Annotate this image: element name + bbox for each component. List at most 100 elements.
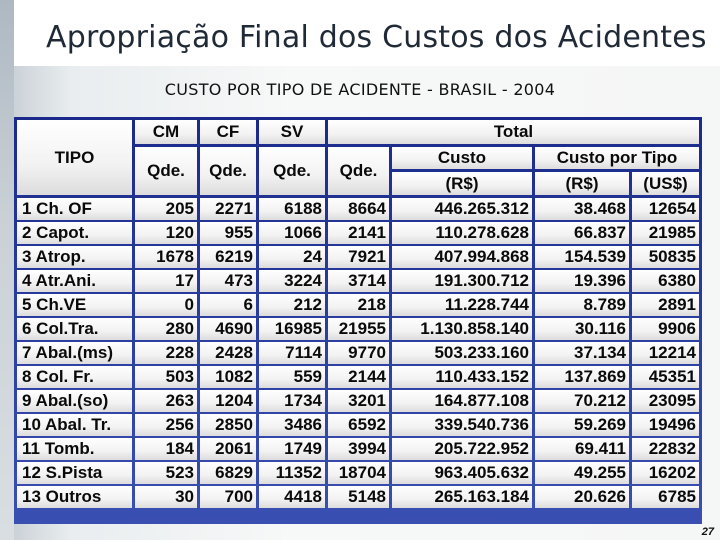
cell-sv: 1749 [259, 438, 325, 461]
cell-qde: 3994 [328, 438, 389, 461]
cell-qde: 3714 [328, 270, 389, 293]
cell-sv: 6188 [259, 198, 325, 221]
cell-cm: 120 [135, 222, 197, 245]
cell-cm: 30 [135, 486, 197, 509]
cell-sv: 11352 [259, 462, 325, 485]
cell-qde: 9770 [328, 342, 389, 365]
cell-cm: 280 [135, 318, 197, 341]
header-sv: SV [259, 120, 325, 144]
cell-cf: 6219 [200, 246, 256, 269]
header-total: Total [328, 120, 699, 144]
cell-cpt-rs: 38.468 [535, 198, 629, 221]
cell-cpt-us: 12214 [632, 342, 699, 365]
cell-cpt-us: 6380 [632, 270, 699, 293]
cell-qde: 2144 [328, 366, 389, 389]
cell-qde: 7921 [328, 246, 389, 269]
cost-table: TIPO CM CF SV Total Qde. Qde. Qde. Qde. … [14, 117, 702, 524]
cell-cpt-rs: 49.255 [535, 462, 629, 485]
cell-custo: 407.994.868 [392, 246, 532, 269]
cell-sv: 212 [259, 294, 325, 317]
cell-custo: 11.228.744 [392, 294, 532, 317]
cell-qde: 5148 [328, 486, 389, 509]
header-cf: CF [200, 120, 256, 144]
cell-cf: 6829 [200, 462, 256, 485]
cell-qde: 18704 [328, 462, 389, 485]
cell-cpt-us: 45351 [632, 366, 699, 389]
cell-cm: 1678 [135, 246, 197, 269]
cell-cpt-us: 16202 [632, 462, 699, 485]
cell-tipo: 13 Outros [17, 486, 132, 509]
cell-qde: 21955 [328, 318, 389, 341]
cell-cpt-us: 12654 [632, 198, 699, 221]
table-caption: CUSTO POR TIPO DE ACIDENTE - BRASIL - 20… [164, 80, 556, 99]
cell-cpt-rs: 69.411 [535, 438, 629, 461]
cell-cpt-rs: 66.837 [535, 222, 629, 245]
cell-custo: 110.278.628 [392, 222, 532, 245]
cell-cm: 256 [135, 414, 197, 437]
cell-qde: 2141 [328, 222, 389, 245]
cell-cm: 205 [135, 198, 197, 221]
cell-custo: 205.722.952 [392, 438, 532, 461]
header-qde-cm: Qde. [135, 147, 197, 195]
cell-cpt-us: 9906 [632, 318, 699, 341]
cell-cm: 523 [135, 462, 197, 485]
cell-tipo: 12 S.Pista [17, 462, 132, 485]
cell-sv: 24 [259, 246, 325, 269]
cell-custo: 503.233.160 [392, 342, 532, 365]
cell-tipo: 2 Capot. [17, 222, 132, 245]
cell-custo: 339.540.736 [392, 414, 532, 437]
decorative-left-strip [0, 0, 14, 540]
cell-cpt-rs: 19.396 [535, 270, 629, 293]
cell-cpt-rs: 37.134 [535, 342, 629, 365]
header-custo-unit: (R$) [392, 172, 532, 195]
header-custo: Custo [392, 147, 532, 169]
cell-cf: 2271 [200, 198, 256, 221]
cell-tipo: 11 Tomb. [17, 438, 132, 461]
cell-cpt-rs: 8.789 [535, 294, 629, 317]
header-qde-cf: Qde. [200, 147, 256, 195]
cell-cf: 4690 [200, 318, 256, 341]
cell-cpt-rs: 154.539 [535, 246, 629, 269]
cell-tipo: 8 Col. Fr. [17, 366, 132, 389]
cell-cm: 184 [135, 438, 197, 461]
header-tipo: TIPO [17, 120, 132, 195]
header-cpt-us: (US$) [632, 172, 699, 195]
cell-custo: 963.405.632 [392, 462, 532, 485]
cell-custo: 110.433.152 [392, 366, 532, 389]
cell-tipo: 4 Atr.Ani. [17, 270, 132, 293]
cell-cm: 263 [135, 390, 197, 413]
cell-tipo: 1 Ch. OF [17, 198, 132, 221]
cell-cpt-rs: 59.269 [535, 414, 629, 437]
cell-cpt-rs: 137.869 [535, 366, 629, 389]
cell-cpt-us: 21985 [632, 222, 699, 245]
cell-tipo: 5 Ch.VE [17, 294, 132, 317]
cell-custo: 446.265.312 [392, 198, 532, 221]
cell-cpt-rs: 30.116 [535, 318, 629, 341]
cell-tipo: 7 Abal.(ms) [17, 342, 132, 365]
cell-tipo: 3 Atrop. [17, 246, 132, 269]
cell-tipo: 10 Abal. Tr. [17, 414, 132, 437]
title-band [0, 0, 720, 66]
header-cm: CM [135, 120, 197, 144]
cell-sv: 7114 [259, 342, 325, 365]
cell-sv: 1066 [259, 222, 325, 245]
cell-qde: 218 [328, 294, 389, 317]
cell-cf: 473 [200, 270, 256, 293]
cell-cm: 228 [135, 342, 197, 365]
cell-qde: 3201 [328, 390, 389, 413]
cell-cf: 6 [200, 294, 256, 317]
cell-custo: 164.877.108 [392, 390, 532, 413]
cell-sv: 3224 [259, 270, 325, 293]
cell-cm: 0 [135, 294, 197, 317]
cell-cpt-us: 6785 [632, 486, 699, 509]
cell-cf: 700 [200, 486, 256, 509]
header-qde-total: Qde. [328, 147, 389, 195]
cell-tipo: 6 Col.Tra. [17, 318, 132, 341]
cell-cpt-rs: 70.212 [535, 390, 629, 413]
cell-cf: 955 [200, 222, 256, 245]
cell-cm: 503 [135, 366, 197, 389]
header-custo-por-tipo: Custo por Tipo [535, 147, 699, 169]
cell-sv: 559 [259, 366, 325, 389]
cell-cpt-us: 2891 [632, 294, 699, 317]
cell-cpt-rs: 20.626 [535, 486, 629, 509]
